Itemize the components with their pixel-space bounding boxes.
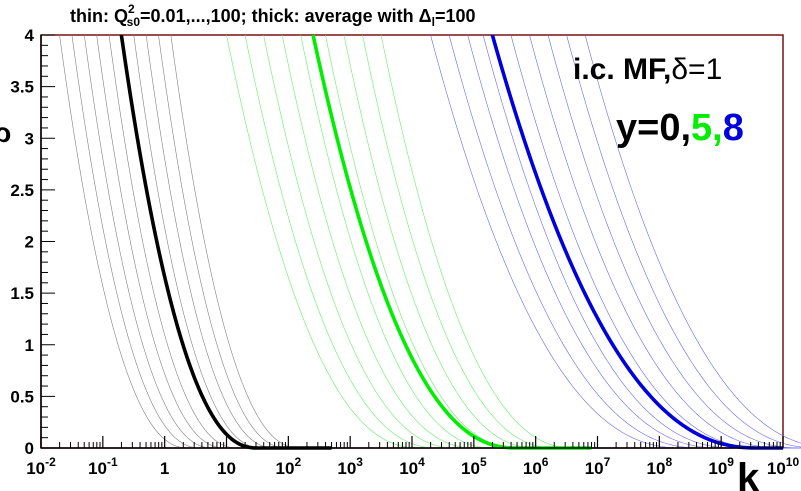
thin-curve-y8-8 bbox=[584, 34, 801, 449]
x-tick-label: 1 bbox=[160, 459, 169, 478]
annotation-rapidities: y=0,5,8 bbox=[616, 107, 744, 149]
thick-curve-y5 bbox=[311, 34, 592, 450]
y-tick-label: 3.5 bbox=[10, 78, 34, 97]
annotation-ic: i.c. MF,δ=1 bbox=[573, 53, 722, 86]
thin-curve-y5-0 bbox=[226, 34, 495, 449]
thin-curve-y0-8 bbox=[170, 34, 375, 449]
thin-curve-y0-1 bbox=[71, 34, 276, 449]
thin-curve-y8-3 bbox=[482, 34, 783, 449]
x-axis-label: k bbox=[737, 456, 760, 491]
annotation-y0: y=0, bbox=[616, 107, 691, 149]
thin-curve-y5-7 bbox=[362, 34, 631, 449]
x-tick-label: 10-1 bbox=[88, 455, 118, 478]
x-tick-label: 104 bbox=[399, 455, 425, 478]
thin-curve-y8-0 bbox=[430, 34, 758, 449]
x-tick-label: 109 bbox=[708, 455, 734, 478]
y-tick-label: 1.5 bbox=[10, 284, 34, 303]
x-tick-label: 103 bbox=[337, 455, 363, 478]
thin-curve-y5-6 bbox=[343, 34, 613, 449]
y-tick-label: 0 bbox=[25, 439, 34, 458]
thin-curve-y8-5 bbox=[529, 34, 783, 449]
thick-curves bbox=[119, 34, 783, 450]
thin-curve-y0-2 bbox=[83, 34, 288, 449]
x-tick-label: 105 bbox=[461, 455, 487, 478]
thin-curve-y5-8 bbox=[380, 34, 650, 449]
thin-curve-y8-2 bbox=[467, 34, 783, 449]
thin-curve-y0-7 bbox=[158, 34, 362, 449]
x-tick-label: 10 bbox=[217, 459, 236, 478]
thin-curve-y8-4 bbox=[510, 34, 783, 449]
y-tick-label: 3 bbox=[25, 129, 34, 148]
axes: 10-2 10-1 1 10 102 103 104 105 106 107 108 109 10100… bbox=[10, 26, 799, 478]
thin-curve-y5-4 bbox=[300, 34, 569, 449]
thin-curve-y5-2 bbox=[263, 34, 532, 449]
y-tick-label: 0.5 bbox=[10, 387, 34, 406]
thin-curve-y8-7 bbox=[566, 34, 801, 449]
thick-curve-y0 bbox=[119, 34, 332, 450]
thin-curve-y5-1 bbox=[244, 34, 514, 449]
chart-title: thin: Q2 s0=0.01,...,100; thick: average … bbox=[70, 2, 476, 29]
y-tick-label: 2.5 bbox=[10, 181, 34, 200]
annotation-y8: 8 bbox=[723, 107, 744, 149]
x-tick-label: 107 bbox=[585, 455, 611, 478]
thin-curve-y0-4 bbox=[108, 34, 313, 449]
x-tick-label: 106 bbox=[523, 455, 549, 478]
y-tick-label: 1 bbox=[25, 336, 34, 355]
y-tick-label: 4 bbox=[25, 26, 35, 45]
thin-curves bbox=[59, 34, 801, 449]
x-tick-label: 102 bbox=[276, 455, 302, 478]
x-tick-label: 1010 bbox=[767, 455, 800, 478]
y-tick-label: 2 bbox=[25, 233, 34, 252]
x-tick-label: 108 bbox=[647, 455, 673, 478]
annotation-y5: 5, bbox=[691, 107, 723, 149]
thick-curve-y8 bbox=[490, 34, 783, 450]
x-tick-label: 10-2 bbox=[26, 455, 56, 478]
thin-curve-y0-0 bbox=[59, 34, 263, 449]
y-axis-label: ρ bbox=[0, 117, 11, 148]
thin-curve-y0-6 bbox=[145, 34, 350, 449]
thin-curve-y8-6 bbox=[547, 34, 801, 449]
thin-curve-y8-1 bbox=[448, 34, 776, 449]
thin-curve-y0-5 bbox=[133, 34, 338, 449]
thin-curve-y0-3 bbox=[96, 34, 301, 449]
thin-curve-y5-3 bbox=[281, 34, 551, 449]
